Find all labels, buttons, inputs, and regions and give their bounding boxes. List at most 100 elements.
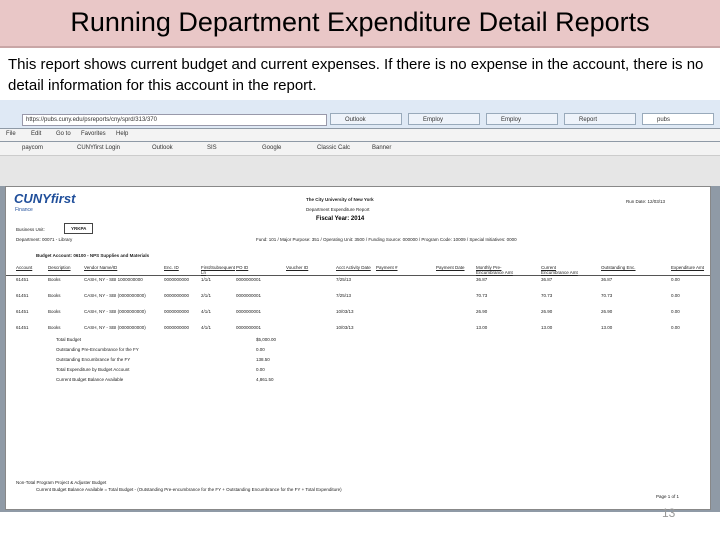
table-header: Account Description Vendor Name/ID Enc. ID F…	[6, 261, 710, 276]
column-header: Monthly Pre-Encumbrance Amt	[476, 265, 513, 275]
table-cell: 0000000000	[164, 277, 190, 282]
table-cell: 1/1/1	[201, 277, 212, 282]
table-cell: 61451	[16, 309, 29, 314]
report-org: The City University of New York	[306, 197, 374, 202]
favorite-link[interactable]: Outlook	[152, 145, 173, 151]
table-cell: 70.73	[541, 293, 553, 298]
slide-title: Running Department Expenditure Detail Re…	[0, 0, 720, 48]
summary-value: 138.50	[256, 357, 270, 362]
report-page: CUNYfirst Finance The City University of…	[5, 186, 711, 510]
summary-label: Total Expenditure by Budget Account	[56, 367, 130, 372]
table-cell: 0000000001	[236, 325, 262, 330]
tab-strip: Outlook Employ Employ Report pubs	[330, 113, 720, 126]
table-cell: 26.90	[541, 309, 553, 314]
table-cell: 0000000000	[164, 293, 190, 298]
table-cell: 7/25/13	[336, 277, 352, 282]
favorite-link[interactable]: CUNYfirst Login	[77, 145, 121, 151]
favorite-link[interactable]: Banner	[372, 145, 392, 151]
browser-screenshot: https://pubs.cuny.edu/psreports/cny/sprd…	[0, 100, 720, 512]
slide-number: 13	[662, 506, 676, 520]
page-number: Page 1 of 1	[656, 494, 680, 499]
report-logo-sub: Finance	[15, 207, 33, 213]
table-cell: 0.00	[671, 277, 680, 282]
menu-item[interactable]: Favorites	[81, 131, 106, 137]
menu-item[interactable]: File	[6, 131, 16, 137]
summary-label: Outstanding Pre-Encumbrance for the FY	[56, 347, 139, 352]
browser-tab[interactable]: Employ	[486, 113, 558, 125]
menu-item[interactable]: Edit	[31, 131, 42, 137]
table-cell: 70.73	[476, 293, 488, 298]
table-cell: 4/1/1	[201, 325, 212, 330]
browser-tab[interactable]: pubs	[642, 113, 714, 125]
favorite-link[interactable]: Google	[262, 145, 282, 151]
business-unit: YRKPA	[64, 223, 94, 234]
browser-tab[interactable]: Outlook	[330, 113, 402, 125]
column-header: Acct Activity Date	[336, 265, 371, 270]
business-unit-label: Business Unit:	[16, 227, 45, 232]
summary-value: 0.00	[256, 347, 265, 352]
summary-label: Total Budget	[56, 337, 82, 342]
table-cell: 0000000001	[236, 293, 262, 298]
viewer-toolbar	[0, 156, 720, 186]
summary-label: Outstanding Encumbrance for the FY	[56, 357, 131, 362]
table-cell: 0.00	[671, 309, 680, 314]
column-header: Account	[16, 265, 33, 270]
browser-tab[interactable]: Report	[564, 113, 636, 125]
report-run-date: Run Date: 12/03/13	[626, 199, 666, 204]
menu-bar: File Edit Go to Favorites Help	[0, 129, 720, 141]
table-cell: 13.00	[541, 325, 553, 330]
table-cell: CASH, NY - SBI (0000000000)	[84, 325, 146, 330]
summary-value: 4,861.50	[256, 377, 274, 382]
table-cell: 10/03/13	[336, 309, 354, 314]
menu-item[interactable]: Help	[116, 131, 129, 137]
column-header: Payment Date	[436, 265, 465, 270]
report-logo: CUNYfirst	[14, 191, 76, 206]
favorite-link[interactable]: Classic Calc	[317, 145, 351, 151]
column-header: First/Subsequent Ln	[201, 265, 236, 275]
column-header: Enc. ID	[164, 265, 179, 270]
column-header: Description	[48, 265, 71, 270]
table-cell: 70.73	[601, 293, 613, 298]
table-cell: Books	[48, 277, 61, 282]
table-cell: 26.90	[476, 309, 488, 314]
summary-label: Current Budget Balance Available	[56, 377, 124, 382]
column-header: Payment #	[376, 265, 398, 270]
summary-value: $5,000.00	[256, 337, 277, 342]
fund-line: Fund: 101 / Major Purpose: 351 / Operati…	[256, 237, 517, 242]
summary: Total Budget $5,000.00 Outstanding Pre-Enc…	[56, 337, 316, 387]
column-header: Voucher ID	[286, 265, 309, 270]
table-cell: 13.00	[601, 325, 613, 330]
table-cell: 2/1/1	[201, 293, 212, 298]
favorite-link[interactable]: paycom	[22, 145, 44, 151]
table-cell: 61451	[16, 325, 29, 330]
favorite-link[interactable]: SIS	[207, 145, 217, 151]
table-cell: CASH, NY - SBI (0000000000)	[84, 293, 146, 298]
table-cell: 36.87	[601, 277, 613, 282]
footnote: Current Budget Balance Available = Total…	[36, 487, 342, 492]
menu-item[interactable]: Go to	[56, 131, 71, 137]
report-fiscal-year: Fiscal Year: 2014	[316, 216, 365, 222]
table-cell: 0.00	[671, 325, 680, 330]
table-cell: Books	[48, 293, 61, 298]
table-cell: 0000000000	[164, 325, 190, 330]
column-header: Outstanding Enc.	[601, 265, 636, 270]
table-cell: 0000000000	[164, 309, 190, 314]
table-cell: 0000000001	[236, 277, 262, 282]
table-cell: 36.87	[541, 277, 553, 282]
table-cell: 26.90	[601, 309, 613, 314]
table-cell: 4/1/1	[201, 309, 212, 314]
department: Department: 00071 - Library	[16, 237, 73, 242]
column-header: Vendor Name/ID	[84, 265, 118, 270]
report-name: Department Expenditure Report	[306, 207, 370, 212]
table-cell: 0.00	[671, 293, 680, 298]
table-cell: Books	[48, 325, 61, 330]
table-cell: Books	[48, 309, 61, 314]
table-cell: CASH, NY - SBI (0000000000)	[84, 309, 146, 314]
table-cell: 10/03/13	[336, 325, 354, 330]
table-cell: 61451	[16, 277, 29, 282]
browser-tab[interactable]: Employ	[408, 113, 480, 125]
table-cell: CASH, NY - SBI 1000000000	[84, 277, 143, 282]
table-cell: 36.87	[476, 277, 488, 282]
footnote: Non-Total Program Project & Adjuster Bud…	[16, 480, 107, 485]
address-bar[interactable]: https://pubs.cuny.edu/psreports/cny/sprd…	[22, 114, 327, 126]
